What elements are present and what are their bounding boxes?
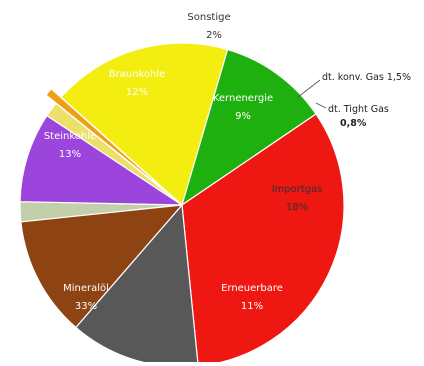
pie-slice-erneuerbare (180, 48, 317, 207)
callout-konv-gas: dt. konv. Gas 1,5% (322, 72, 411, 83)
slice-label: Steinkohle (44, 131, 96, 142)
slice-value-label: 11% (241, 301, 263, 312)
pie-slice-mineral-l (181, 113, 345, 366)
callout-line-konv-gas (297, 79, 321, 98)
slice-label: Importgas (272, 184, 323, 195)
callout-tight-gas: dt. Tight Gas (328, 104, 389, 115)
slice-label: Erneuerbare (221, 283, 283, 294)
pie-slice-kernenergie (19, 114, 185, 206)
slice-label: Kernenergie (213, 93, 273, 104)
pie-slice-importgas (60, 42, 229, 207)
slice-value-label: 33% (75, 301, 97, 312)
slice-labels: Sonstige 2% Kernenergie 9% Importgas 18% Erneu… (44, 12, 323, 312)
slice-label: Sonstige (187, 12, 230, 23)
slice-label: Mineralöl (63, 283, 109, 294)
pie-slice-dt-tight-gas (45, 87, 173, 198)
callout-tight-gas-value: 0,8% (340, 118, 367, 129)
slice-value-label: 18% (286, 202, 308, 213)
pie-slice-steinkohle (75, 203, 199, 366)
slice-value-label: 12% (126, 87, 148, 98)
slice-value-label: 13% (59, 149, 81, 160)
slice-value-label: 2% (206, 30, 222, 41)
slice-value-label: 9% (235, 111, 251, 122)
pie-slice-braunkohle (20, 204, 184, 329)
callout-line-tight-gas (315, 102, 327, 109)
slice-label: Braunkohle (109, 69, 166, 80)
callout-lines (297, 79, 327, 109)
pie-slices (19, 42, 345, 366)
callouts: dt. konv. Gas 1,5% dt. Tight Gas 0,8% (322, 72, 411, 129)
